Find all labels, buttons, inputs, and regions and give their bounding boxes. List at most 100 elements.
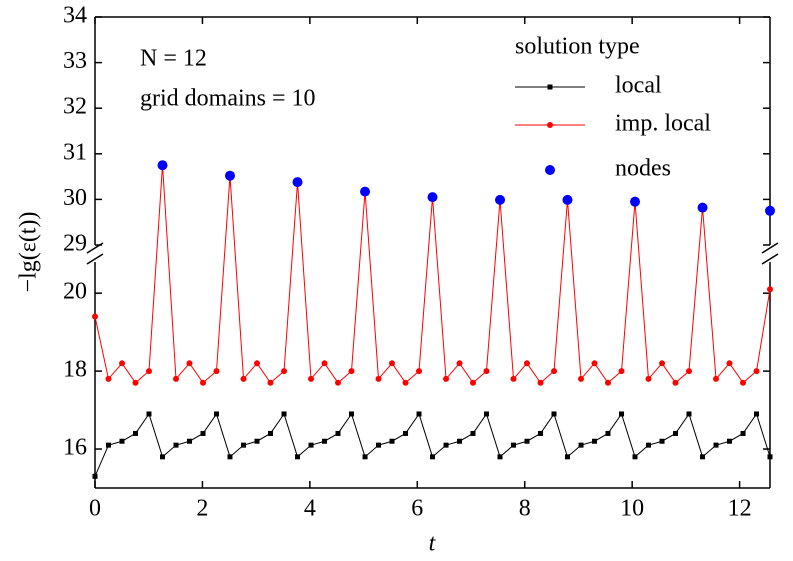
data-point — [254, 438, 260, 444]
data-point — [483, 411, 489, 417]
data-point — [685, 368, 692, 375]
data-point — [362, 454, 368, 460]
data-point — [119, 360, 126, 367]
data-point — [146, 411, 152, 417]
data-point — [443, 375, 450, 382]
data-point — [105, 375, 112, 382]
data-point — [240, 375, 247, 382]
legend-title: solution type — [515, 34, 640, 60]
x-tick-label: 8 — [519, 496, 531, 522]
data-point — [564, 454, 570, 460]
data-point — [295, 454, 301, 460]
data-point — [619, 411, 625, 417]
data-point — [308, 442, 314, 448]
axis-break — [761, 253, 779, 265]
data-point — [105, 442, 111, 448]
data-point — [538, 430, 544, 436]
legend-marker — [547, 122, 553, 128]
data-point — [659, 438, 665, 444]
data-point — [630, 196, 641, 207]
data-point — [605, 430, 611, 436]
data-point — [700, 454, 706, 460]
data-point — [360, 186, 371, 197]
data-point — [562, 194, 573, 205]
data-point — [376, 442, 382, 448]
series-line — [94, 412, 771, 477]
data-point — [145, 368, 152, 375]
data-point — [214, 411, 220, 417]
data-point — [497, 454, 503, 460]
data-point — [254, 360, 261, 367]
data-point — [632, 454, 638, 460]
data-point — [578, 442, 584, 448]
y-tick-label: 20 — [63, 279, 87, 305]
data-point — [470, 379, 477, 386]
y-tick-label: 30 — [63, 185, 87, 211]
data-point — [119, 438, 125, 444]
annotation: N = 12 — [140, 46, 207, 72]
x-tick-label: 0 — [89, 496, 101, 522]
data-point — [726, 360, 733, 367]
data-point — [281, 411, 287, 417]
data-point — [322, 438, 328, 444]
x-tick-label: 10 — [620, 496, 644, 522]
data-point — [483, 368, 490, 375]
data-point — [403, 430, 409, 436]
axis-break — [761, 242, 779, 254]
data-point — [427, 192, 438, 203]
data-point — [186, 360, 193, 367]
data-point — [92, 473, 98, 479]
data-point — [672, 379, 679, 386]
x-tick-label: 12 — [728, 496, 752, 522]
y-tick-label: 32 — [63, 94, 87, 120]
data-point — [537, 379, 544, 386]
data-point — [659, 360, 666, 367]
legend-marker — [545, 165, 555, 175]
data-point — [375, 375, 382, 382]
data-point — [160, 454, 166, 460]
data-point — [551, 368, 558, 375]
data-point — [335, 430, 341, 436]
y-tick-label: 18 — [63, 357, 87, 383]
y-axis-label: −lg(ε(t)) — [16, 212, 42, 293]
data-point — [267, 379, 274, 386]
data-point — [456, 360, 463, 367]
x-tick-label: 4 — [304, 496, 316, 522]
data-point — [470, 430, 476, 436]
data-point — [292, 177, 303, 188]
data-point — [740, 379, 747, 386]
legend-marker — [547, 84, 553, 90]
data-point — [321, 360, 328, 367]
data-point — [457, 438, 463, 444]
annotation: grid domains = 10 — [140, 86, 316, 112]
data-point — [213, 368, 220, 375]
data-point — [551, 411, 557, 417]
y-tick-label: 29 — [63, 231, 87, 257]
data-point — [697, 202, 708, 213]
data-point — [281, 368, 288, 375]
data-point — [592, 438, 598, 444]
data-point — [224, 170, 235, 181]
data-point — [495, 194, 506, 205]
data-point — [133, 430, 139, 436]
data-point — [686, 411, 692, 417]
data-point — [200, 379, 207, 386]
data-point — [726, 438, 732, 444]
data-point — [416, 411, 422, 417]
data-point — [510, 375, 517, 382]
data-point — [754, 411, 760, 417]
data-point — [443, 442, 449, 448]
y-tick-label: 31 — [63, 139, 87, 165]
legend-label: nodes — [615, 156, 671, 182]
data-point — [430, 454, 435, 460]
data-point — [348, 411, 354, 417]
legend-label: local — [615, 73, 662, 99]
y-tick-label: 33 — [63, 48, 87, 74]
data-point — [388, 360, 395, 367]
axis-break — [86, 253, 104, 265]
data-point — [157, 160, 168, 171]
data-point — [578, 375, 585, 382]
data-point — [241, 442, 247, 448]
data-point — [767, 454, 773, 460]
data-point — [173, 375, 180, 382]
